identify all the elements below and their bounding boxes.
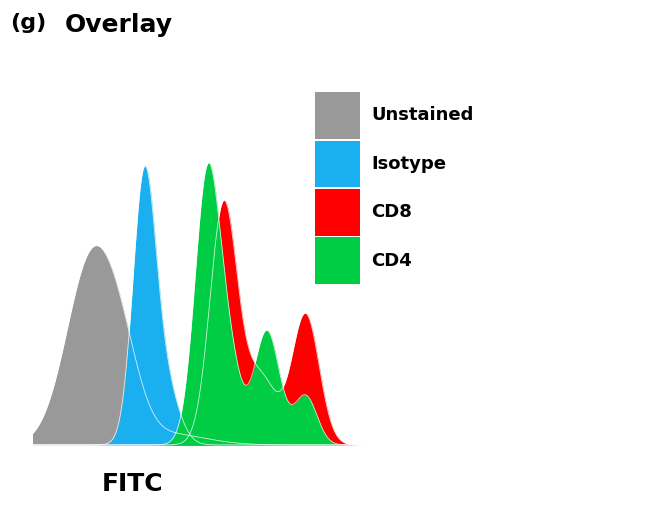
FancyBboxPatch shape — [315, 141, 360, 187]
FancyBboxPatch shape — [315, 238, 360, 284]
FancyBboxPatch shape — [315, 189, 360, 236]
Text: CD4: CD4 — [372, 251, 412, 270]
Text: CD8: CD8 — [372, 203, 412, 221]
FancyBboxPatch shape — [315, 92, 360, 139]
Text: Isotype: Isotype — [372, 155, 447, 173]
Text: FITC: FITC — [102, 472, 163, 496]
Text: (g): (g) — [10, 13, 46, 33]
Text: Unstained: Unstained — [372, 106, 474, 124]
Text: Overlay: Overlay — [64, 13, 172, 37]
